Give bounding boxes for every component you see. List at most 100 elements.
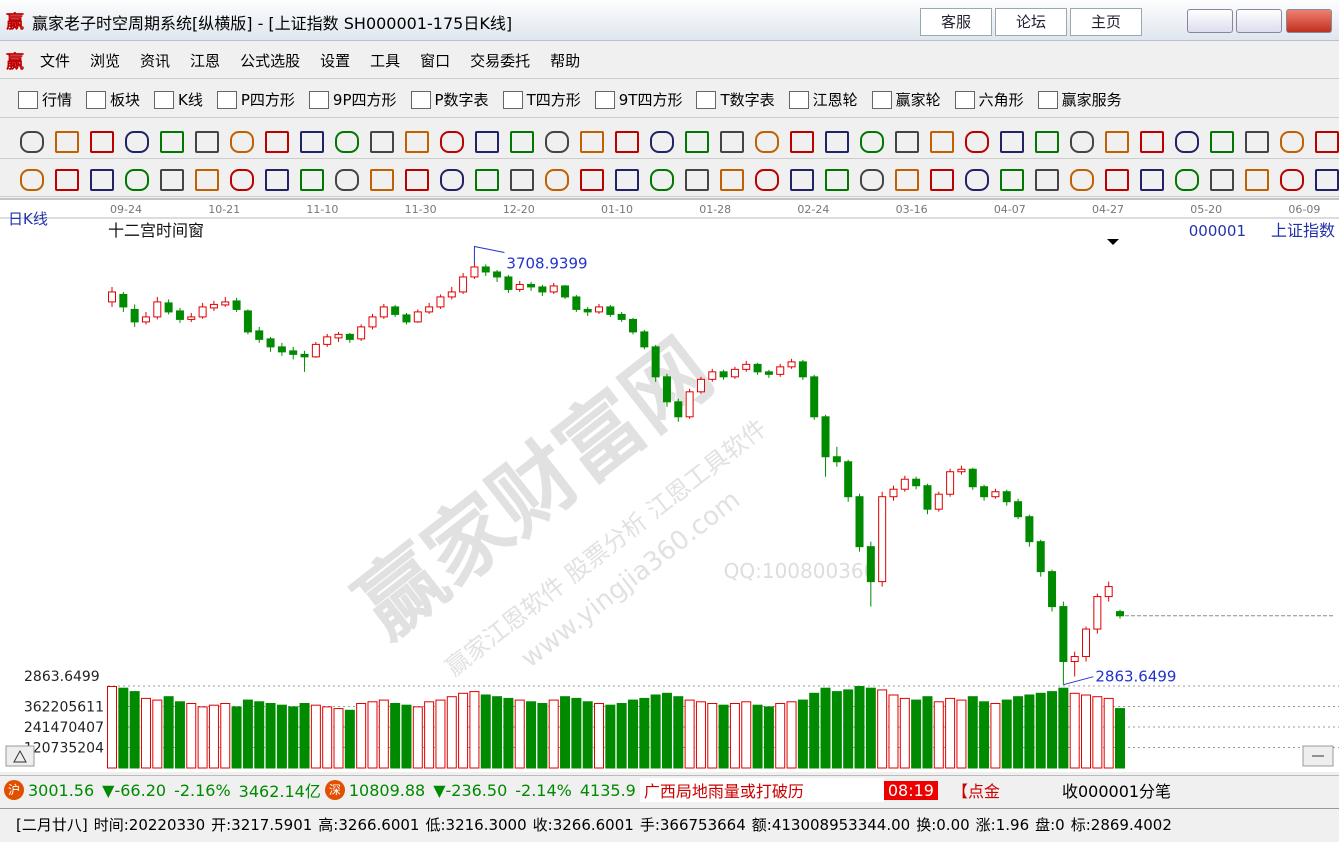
tool-icon[interactable] [1175, 169, 1199, 191]
tool-icon[interactable] [55, 131, 79, 153]
tool-icon[interactable] [20, 169, 44, 191]
menu-item[interactable]: 资讯 [140, 52, 171, 70]
close-button[interactable] [1286, 9, 1332, 33]
tool-icon[interactable] [1245, 131, 1269, 153]
tool-icon[interactable] [440, 131, 464, 153]
toolbar-button[interactable]: T数字表 [696, 89, 775, 110]
tool-icon[interactable] [790, 169, 814, 191]
tool-icon[interactable] [755, 169, 779, 191]
tool-icon[interactable] [1315, 169, 1339, 191]
toolbar-button[interactable]: P数字表 [410, 89, 489, 110]
menu-item[interactable]: 浏览 [90, 52, 121, 70]
tool-icon[interactable] [475, 131, 499, 153]
tool-icon[interactable] [895, 131, 919, 153]
tool-icon[interactable] [580, 169, 604, 191]
tool-icon[interactable] [545, 169, 569, 191]
tool-icon[interactable] [1140, 131, 1164, 153]
menu-item[interactable]: 文件 [40, 52, 71, 70]
tool-icon[interactable] [90, 131, 114, 153]
link-button[interactable]: 论坛 [995, 8, 1067, 36]
tool-icon[interactable] [1070, 169, 1094, 191]
tool-icon[interactable] [650, 131, 674, 153]
tool-icon[interactable] [510, 131, 534, 153]
tool-icon[interactable] [615, 131, 639, 153]
tool-icon[interactable] [1280, 131, 1304, 153]
menu-item[interactable]: 窗口 [420, 52, 451, 70]
toolbar-button[interactable]: T四方形 [502, 89, 581, 110]
tool-icon[interactable] [650, 169, 674, 191]
tool-icon[interactable] [860, 131, 884, 153]
tool-icon[interactable] [335, 131, 359, 153]
menu-item[interactable]: 公式选股 [240, 52, 301, 70]
minimize-button[interactable] [1187, 9, 1233, 33]
tool-icon[interactable] [370, 169, 394, 191]
tool-icon[interactable] [720, 169, 744, 191]
tool-icon[interactable] [55, 169, 79, 191]
tool-icon[interactable] [405, 169, 429, 191]
link-button[interactable]: 客服 [920, 8, 992, 36]
tool-icon[interactable] [510, 169, 534, 191]
tool-icon[interactable] [1210, 169, 1234, 191]
tool-icon[interactable] [475, 169, 499, 191]
tool-icon[interactable] [1000, 169, 1024, 191]
tool-icon[interactable] [580, 131, 604, 153]
tool-icon[interactable] [440, 169, 464, 191]
menu-item[interactable]: 设置 [320, 52, 351, 70]
tool-icon[interactable] [160, 131, 184, 153]
tool-icon[interactable] [1105, 169, 1129, 191]
tool-icon[interactable] [720, 131, 744, 153]
tool-icon[interactable] [370, 131, 394, 153]
tool-icon[interactable] [195, 169, 219, 191]
toolbar-button[interactable]: 赢家服务 [1037, 89, 1122, 110]
tool-icon[interactable] [615, 169, 639, 191]
tool-icon[interactable] [265, 169, 289, 191]
tool-icon[interactable] [405, 131, 429, 153]
tool-icon[interactable] [1105, 131, 1129, 153]
tool-icon[interactable] [230, 131, 254, 153]
tool-icon[interactable] [125, 131, 149, 153]
tool-icon[interactable] [895, 169, 919, 191]
tool-icon[interactable] [125, 169, 149, 191]
tool-icon[interactable] [930, 131, 954, 153]
tool-icon[interactable] [160, 169, 184, 191]
toolbar-button[interactable]: P四方形 [216, 89, 295, 110]
tool-icon[interactable] [860, 169, 884, 191]
tool-icon[interactable] [685, 131, 709, 153]
tool-icon[interactable] [230, 169, 254, 191]
tool-icon[interactable] [1315, 131, 1339, 153]
tool-icon[interactable] [825, 169, 849, 191]
tool-icon[interactable] [1175, 131, 1199, 153]
tool-icon[interactable] [1280, 169, 1304, 191]
tool-icon[interactable] [685, 169, 709, 191]
tool-icon[interactable] [20, 131, 44, 153]
tool-icon[interactable] [1070, 131, 1094, 153]
tool-icon[interactable] [1035, 131, 1059, 153]
tool-icon[interactable] [265, 131, 289, 153]
menu-item[interactable]: 帮助 [550, 52, 581, 70]
toolbar-button[interactable]: 板块 [86, 89, 140, 110]
toolbar-button[interactable]: 行情 [18, 89, 72, 110]
toolbar-button[interactable]: 赢家轮 [871, 89, 941, 110]
tool-icon[interactable] [195, 131, 219, 153]
news-headline[interactable]: 广西局地雨量或打破历 [639, 778, 884, 802]
menu-item[interactable]: 工具 [370, 52, 401, 70]
link-button[interactable]: 主页 [1070, 8, 1142, 36]
tool-icon[interactable] [825, 131, 849, 153]
tool-icon[interactable] [90, 169, 114, 191]
tool-icon[interactable] [335, 169, 359, 191]
toolbar-button[interactable]: K线 [154, 89, 203, 110]
toolbar-button[interactable]: 江恩轮 [788, 89, 858, 110]
tool-icon[interactable] [965, 131, 989, 153]
tool-icon[interactable] [545, 131, 569, 153]
tool-icon[interactable] [1000, 131, 1024, 153]
tool-icon[interactable] [755, 131, 779, 153]
tool-icon[interactable] [1035, 169, 1059, 191]
toolbar-button[interactable]: 9P四方形 [308, 89, 397, 110]
tool-icon[interactable] [930, 169, 954, 191]
toolbar-button[interactable]: 六角形 [954, 89, 1024, 110]
tool-icon[interactable] [1140, 169, 1164, 191]
tool-icon[interactable] [300, 131, 324, 153]
tool-icon[interactable] [300, 169, 324, 191]
tool-icon[interactable] [1245, 169, 1269, 191]
tool-icon[interactable] [790, 131, 814, 153]
